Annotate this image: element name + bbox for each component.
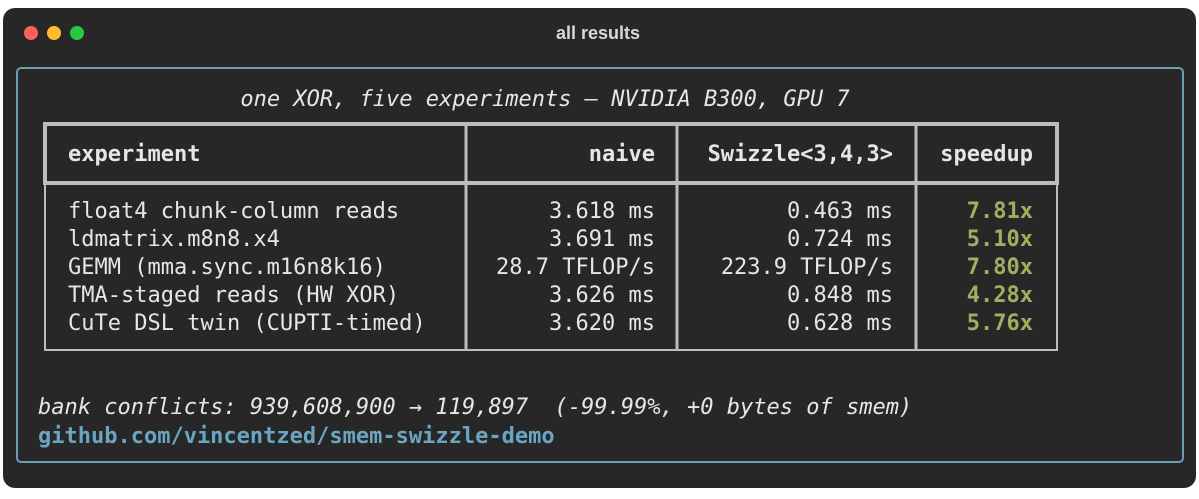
- window: [3, 8, 1196, 488]
- table-cell: float4 chunk-column reads: [68, 199, 399, 224]
- speedup-cell: 7.80x: [967, 255, 1033, 280]
- minimize-button[interactable]: [47, 26, 61, 40]
- table-cell: 28.7 TFLOP/s: [496, 255, 655, 280]
- table-cell: 3.618 ms: [549, 199, 655, 224]
- body-border: [44, 182, 1058, 351]
- column-header: Swizzle<3,4,3>: [708, 142, 893, 167]
- speedup-cell: 7.81x: [967, 199, 1033, 224]
- table-cell: 0.628 ms: [787, 311, 893, 336]
- table: [43, 122, 1059, 351]
- zoom-button[interactable]: [70, 26, 84, 40]
- speedup-cell: 4.28x: [967, 283, 1033, 308]
- speedup-cell: 5.76x: [967, 311, 1033, 336]
- table-cell: 3.626 ms: [549, 283, 655, 308]
- panel-border: [16, 67, 1184, 463]
- table-cell: TMA-staged reads (HW XOR): [68, 283, 399, 308]
- column-header: experiment: [68, 142, 200, 167]
- window-title: all results: [556, 23, 640, 43]
- table-cell: 3.691 ms: [549, 227, 655, 252]
- table-cell: 0.848 ms: [787, 283, 893, 308]
- panel-heading: one XOR, five experiments — NVIDIA B300,…: [240, 87, 850, 112]
- table-cells: experiment naive Swizzle<3,4,3> speedup floa…: [68, 142, 1033, 336]
- table-cell: 3.620 ms: [549, 311, 655, 336]
- close-button[interactable]: [24, 26, 38, 40]
- table-cell: 223.9 TFLOP/s: [721, 255, 893, 280]
- column-header: naive: [589, 142, 655, 167]
- footer-note: bank conflicts: 939,608,900 → 119,897 (-…: [38, 395, 912, 420]
- speedup-cell: 5.10x: [967, 227, 1033, 252]
- table-cell: 0.724 ms: [787, 227, 893, 252]
- table-cell: ldmatrix.m8n8.x4: [68, 227, 280, 252]
- table-cell: 0.463 ms: [787, 199, 893, 224]
- column-header: speedup: [940, 142, 1033, 167]
- repo-link[interactable]: github.com/vincentzed/smem-swizzle-demo: [38, 424, 555, 449]
- table-cell: CuTe DSL twin (CUPTI-timed): [68, 311, 426, 336]
- table-cell: GEMM (mma.sync.m16n8k16): [68, 255, 386, 280]
